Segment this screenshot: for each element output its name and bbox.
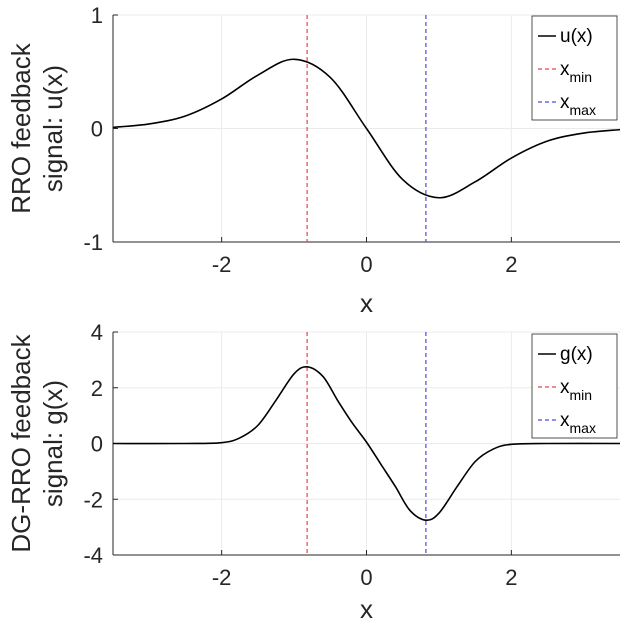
y-tick-label: 0: [91, 117, 103, 142]
y-axis-label-line-2: signal: g(x): [38, 380, 68, 507]
legend-label-subscript: min: [570, 387, 593, 403]
x-tick-label: -2: [212, 252, 232, 277]
y-tick-label: 1: [91, 3, 103, 28]
legend-label-text: g(x): [560, 344, 593, 365]
legend-label-subscript: min: [570, 69, 593, 85]
legend-label-vline: xmin: [560, 377, 592, 403]
x-axis-label: x: [360, 288, 373, 318]
y-tick-label: -1: [83, 230, 103, 255]
legend-label-vline: xmax: [560, 410, 596, 436]
y-axis-label-line-2: signal: u(x): [38, 65, 68, 192]
legend-label-text: x: [560, 59, 570, 80]
legend-label-text: x: [560, 92, 570, 113]
y-axis-label-line-1: DG-RRO feedback: [6, 333, 36, 552]
x-axis-label: x: [360, 594, 373, 624]
y-axis-label-line-1: RRO feedback: [6, 42, 36, 214]
x-tick-label: 0: [360, 252, 372, 277]
x-tick-label: -2: [212, 565, 232, 590]
chart-panel-bottom: -2 0 2 -4 -2 0 2 4 x DG-RRO feedback signal: g(x) g…: [6, 320, 621, 624]
y-tick-label: 0: [91, 432, 103, 457]
x-tick-label: 2: [505, 252, 517, 277]
y-tick-label: -2: [83, 487, 103, 512]
y-tick-label: -4: [83, 543, 103, 568]
y-tick-label: 4: [91, 320, 103, 345]
legend-label-text: x: [560, 410, 570, 431]
series-line-u(x): [112, 58, 621, 199]
x-tick-label: 2: [505, 565, 517, 590]
legend-label-series: g(x): [560, 344, 593, 365]
legend-box: [531, 333, 618, 439]
legend-label-subscript: max: [570, 102, 596, 118]
legend-label-series: u(x): [560, 26, 593, 47]
x-tick-label: 0: [360, 565, 372, 590]
legend-label-text: x: [560, 377, 570, 398]
legend-label-text: u(x): [560, 26, 593, 47]
legend-box: [531, 15, 618, 121]
legend-label-vline: xmin: [560, 59, 592, 85]
series-line-g(x): [112, 365, 621, 522]
legend-label-vline: xmax: [560, 92, 596, 118]
y-tick-label: 2: [91, 376, 103, 401]
legend-label-subscript: max: [570, 420, 596, 436]
